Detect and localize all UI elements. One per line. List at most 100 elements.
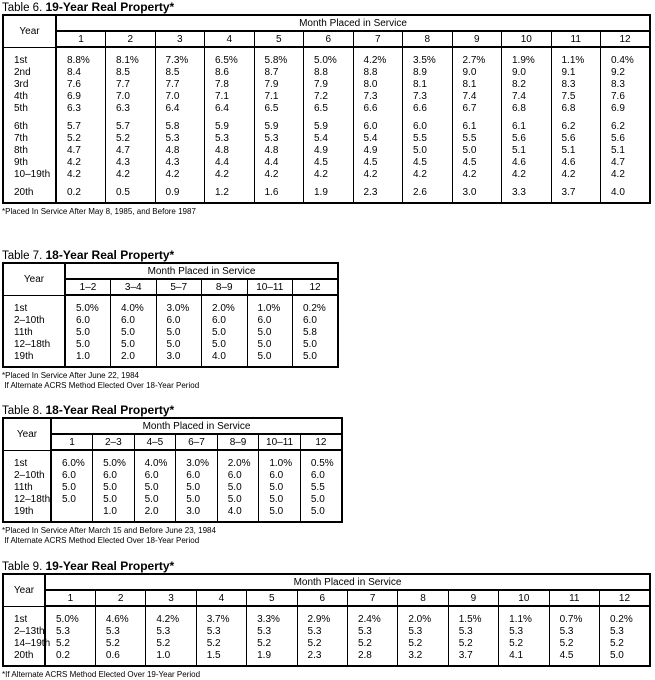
table-name: 19-Year Real Property*: [45, 559, 175, 573]
rate-cell: 3.7: [447, 650, 499, 666]
month-column-header: 11: [550, 30, 601, 48]
rate-cell: 2.4%: [346, 606, 398, 626]
month-column-header: 12: [292, 278, 339, 296]
month-column-header: 4–5: [133, 433, 177, 451]
month-placed-header: Month Placed in Service: [44, 573, 651, 591]
spacer-cell: [600, 181, 650, 187]
rate-cell: 4.0: [216, 506, 259, 522]
rate-cell: 6.5%: [204, 47, 254, 67]
rate-cell: 6.4: [154, 103, 205, 115]
rate-cell: 7.3%: [154, 47, 205, 67]
rate-cell: 5.0: [92, 494, 135, 506]
rate-cell: 6.6: [352, 103, 403, 115]
rate-cell: 9.1: [550, 67, 601, 79]
spacer-cell: [204, 115, 254, 121]
table-section-8: Table 8. 18-Year Real Property* Year Month…: [2, 404, 343, 546]
table-title: Table 7. 18-Year Real Property*: [2, 248, 339, 263]
month-column-header: 7: [352, 30, 403, 48]
rate-cell: 5.3: [447, 626, 499, 638]
rate-cell: 5.0: [216, 494, 259, 506]
rate-cell: 4.5: [402, 157, 452, 169]
rate-cell: 5.0: [64, 339, 111, 351]
rate-cell: 5.0: [258, 482, 301, 494]
rate-cell: 4.2: [600, 169, 650, 181]
table-row: 8th 4.7 4.7 4.8 4.8 4.8 4.9 4.9 5.0 5.0 5.1 5.1 5.1: [3, 145, 650, 157]
rate-cell: 8.2: [501, 79, 551, 91]
year-cell: 19th: [3, 506, 52, 522]
year-cell: 19th: [3, 351, 66, 367]
rate-cell: 8.9: [402, 67, 452, 79]
month-column-header: 11: [548, 589, 600, 607]
rate-cell: 6.0: [402, 121, 452, 133]
rate-cell: 6.0: [299, 470, 342, 482]
rate-cell: 5.3: [598, 626, 650, 638]
rate-cell: 4.6%: [94, 606, 146, 626]
rate-cell: 6.0: [246, 315, 293, 327]
rate-cell: 5.0: [155, 327, 202, 339]
table-name: 18-Year Real Property*: [45, 403, 175, 417]
rate-cell: 6.3: [55, 103, 106, 115]
rate-cell: 6.2: [550, 121, 601, 133]
rate-cell: 5.0: [110, 327, 156, 339]
rate-cell: 7.1: [204, 91, 254, 103]
month-placed-header: Month Placed in Service: [50, 417, 343, 435]
rate-cell: 6.6: [402, 103, 452, 115]
rate-cell: 5.2: [105, 133, 155, 145]
footnote: If Alternate ACRS Method Elected Over 18…: [2, 536, 200, 545]
rate-cell: 7.6: [55, 79, 106, 91]
footnote: *Placed In Service After May 8, 1985, an…: [2, 207, 196, 216]
rate-cell: 5.2: [548, 638, 600, 650]
rate-cell: 7.3: [402, 91, 452, 103]
spacer-cell: [600, 115, 650, 121]
spacer-cell: [253, 115, 304, 121]
rate-cell: 5.1: [550, 145, 601, 157]
footnotes: *If Alternate ACRS Method Elected Over 1…: [2, 670, 651, 680]
year-cell: 7th: [3, 133, 57, 145]
rate-cell: 7.4: [501, 91, 551, 103]
rate-cell: 4.2: [501, 169, 551, 181]
rate-cell: 8.5: [105, 67, 155, 79]
rate-cell: 4.8: [154, 145, 205, 157]
rate-cell: 0.7%: [548, 606, 600, 626]
rate-cell: 1.9: [246, 650, 298, 666]
year-cell: 4th: [3, 91, 57, 103]
rate-cell: 7.3: [352, 91, 403, 103]
rate-cell: 5.3: [204, 133, 254, 145]
rate-cell: 6.0: [258, 470, 301, 482]
rate-cell: 5.0: [246, 327, 293, 339]
rate-cell: 9.0: [451, 67, 502, 79]
rate-cell: 5.3: [154, 133, 205, 145]
footnotes: *Placed In Service After May 8, 1985, an…: [2, 207, 651, 217]
rate-cell: 0.5%: [299, 450, 342, 470]
rate-cell: 5.0%: [64, 295, 111, 315]
rate-cell: 3.3%: [246, 606, 298, 626]
footnotes: *Placed In Service After June 22, 1984 I…: [2, 371, 339, 391]
table-name: 18-Year Real Property*: [45, 248, 175, 262]
month-column-header: 1: [55, 30, 106, 48]
rate-cell: 2.0%: [201, 295, 247, 315]
rate-cell: 4.9: [303, 145, 353, 157]
table-row: 3rd 7.6 7.7 7.7 7.8 7.9 7.9 8.0 8.1 8.1 8.2 8.3 8.3: [3, 79, 650, 91]
month-column-header: 3–4: [110, 278, 157, 296]
year-cell: 20th: [3, 187, 57, 203]
month-column-header: 6: [303, 30, 354, 48]
rate-cell: 5.8: [292, 327, 338, 339]
rate-cell: 2.0: [133, 506, 176, 522]
rate-cell: 5.0: [402, 145, 452, 157]
rate-cell: 6.0: [110, 315, 156, 327]
rate-cell: 5.0: [133, 482, 176, 494]
month-column-header: 2–3: [92, 433, 135, 451]
rate-cell: 5.0: [50, 494, 93, 506]
group-spacer: [3, 115, 650, 121]
table-row: 2nd 8.4 8.5 8.5 8.6 8.7 8.8 8.8 8.9 9.0 9.0 9.1 9.2: [3, 67, 650, 79]
rate-cell: 1.9: [303, 187, 353, 203]
rate-cell: 0.9: [154, 187, 205, 203]
table-row: 11th 5.0 5.0 5.0 5.0 5.0 5.0 5.5: [3, 482, 342, 494]
rate-cell: 5.2: [346, 638, 398, 650]
rate-cell: 9.2: [600, 67, 650, 79]
rate-cell: 4.5: [451, 157, 502, 169]
rate-cell: 2.9%: [296, 606, 348, 626]
spacer-cell: [154, 115, 205, 121]
table-row: 11th 5.0 5.0 5.0 5.0 5.0 5.8: [3, 327, 338, 339]
rate-cell: 4.2: [154, 169, 205, 181]
